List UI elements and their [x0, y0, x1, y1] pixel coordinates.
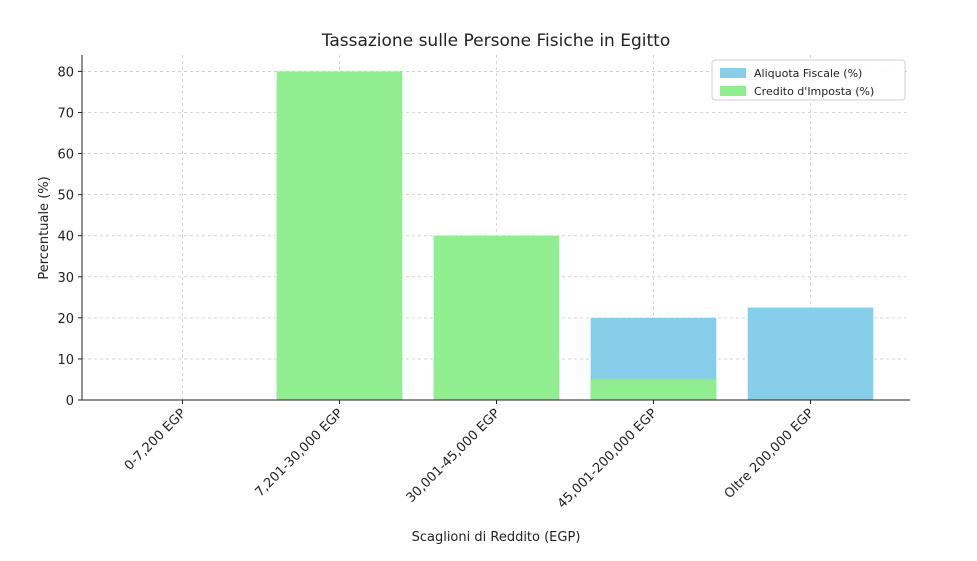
x-tick-label: 30,001-45,000 EGP: [404, 406, 504, 506]
x-tick-label: 7,201-30,000 EGP: [253, 406, 347, 500]
x-tick-label: 45,001-200,000 EGP: [555, 406, 661, 512]
legend-box: [711, 59, 906, 101]
y-tick-label: 20: [57, 312, 74, 327]
legend-swatch: [720, 68, 746, 78]
y-tick-label: 50: [57, 189, 74, 204]
y-tick-label: 30: [57, 271, 74, 286]
y-tick-label: 40: [57, 230, 74, 245]
bar: [747, 307, 874, 400]
bar: [590, 379, 717, 400]
y-tick-label: 60: [57, 148, 74, 163]
x-tick-label: 0-7,200 EGP: [122, 406, 190, 474]
y-axis-label: Percentuale (%): [37, 176, 52, 279]
x-axis-label: Scaglioni di Reddito (EGP): [412, 530, 581, 545]
y-tick-label: 10: [57, 353, 74, 368]
y-tick-label: 0: [66, 394, 74, 409]
legend-swatch: [720, 86, 746, 96]
y-tick-label: 80: [57, 65, 74, 80]
x-tick-label: Oltre 200,000 EGP: [722, 406, 818, 502]
legend-label: Aliquota Fiscale (%): [754, 67, 862, 80]
chart-title: Tassazione sulle Persone Fisiche in Egit…: [321, 31, 670, 51]
legend-label: Credito d'Imposta (%): [754, 85, 874, 98]
bar: [433, 235, 560, 400]
y-tick-label: 70: [57, 107, 74, 122]
bar: [276, 71, 403, 400]
